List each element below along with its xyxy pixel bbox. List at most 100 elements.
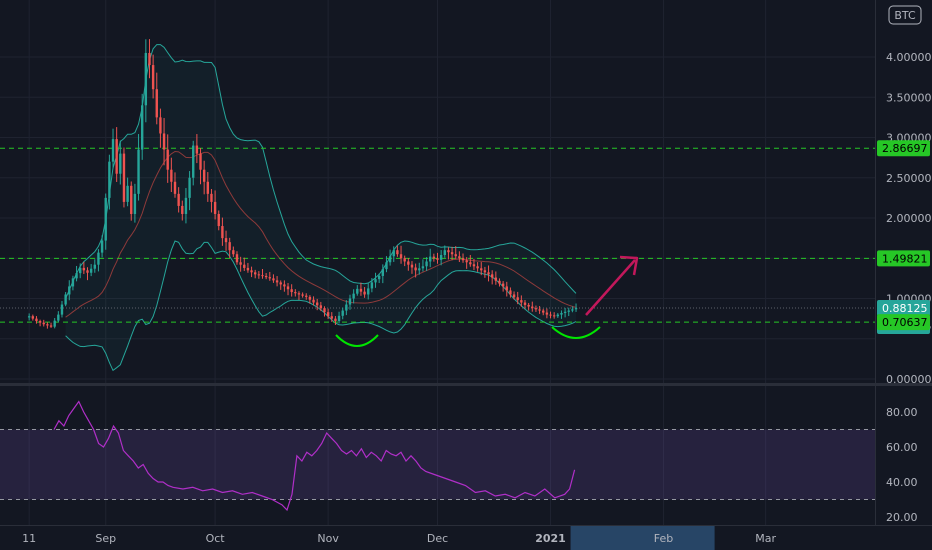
candle-body bbox=[472, 264, 476, 267]
candle-body bbox=[250, 270, 253, 273]
price-label-level: 1.49821 bbox=[877, 250, 930, 267]
candle bbox=[213, 190, 217, 220]
rsi-tick-label: 60.00 bbox=[886, 441, 918, 454]
candle bbox=[162, 118, 166, 166]
price-label-text: 0.70637 bbox=[882, 316, 928, 329]
currency-label: BTC bbox=[894, 9, 916, 22]
candle bbox=[469, 254, 472, 267]
candle-body bbox=[403, 258, 406, 262]
candle bbox=[516, 291, 519, 305]
candle bbox=[264, 273, 268, 280]
candle-body bbox=[487, 272, 490, 275]
bollinger-upper-band bbox=[65, 44, 577, 299]
candle bbox=[443, 245, 446, 258]
candle-body bbox=[159, 117, 162, 134]
candle-body bbox=[173, 181, 177, 194]
candle bbox=[498, 278, 501, 287]
candle-body bbox=[246, 267, 250, 271]
candle bbox=[542, 308, 545, 316]
candle bbox=[308, 295, 312, 304]
candle-body bbox=[243, 264, 246, 268]
candle bbox=[261, 268, 264, 279]
candle-body bbox=[421, 266, 425, 269]
candle-body bbox=[151, 65, 155, 90]
candle-body bbox=[461, 258, 465, 261]
candle bbox=[155, 72, 158, 125]
time-tick-label: Oct bbox=[206, 532, 226, 545]
candle-body bbox=[520, 300, 523, 303]
candle-body bbox=[64, 294, 67, 305]
candle-body bbox=[144, 52, 148, 106]
candle bbox=[206, 172, 210, 202]
annotations bbox=[335, 255, 639, 347]
candle-body bbox=[232, 250, 235, 255]
candle-body bbox=[439, 255, 443, 260]
candle bbox=[367, 283, 370, 300]
rsi-tick-label: 20.00 bbox=[886, 511, 918, 524]
candle-body bbox=[86, 270, 89, 273]
candle-body bbox=[166, 149, 169, 170]
candle-body bbox=[410, 264, 414, 268]
candle-body bbox=[286, 286, 290, 290]
candle-body bbox=[206, 181, 210, 194]
candle-body bbox=[57, 314, 60, 321]
candle-body bbox=[279, 282, 282, 285]
candle-body bbox=[294, 292, 297, 294]
candle bbox=[305, 293, 308, 300]
candle-body bbox=[140, 105, 144, 150]
candle-body bbox=[100, 240, 104, 253]
candle bbox=[392, 246, 395, 262]
time-tick-label: Feb bbox=[654, 532, 673, 545]
candle bbox=[494, 271, 498, 285]
candle-body bbox=[188, 177, 191, 198]
candle bbox=[257, 271, 261, 279]
candle bbox=[490, 270, 494, 285]
candle-body bbox=[130, 185, 133, 214]
currency-badge[interactable]: BTC bbox=[888, 5, 922, 25]
candle bbox=[89, 264, 93, 277]
candle bbox=[79, 263, 82, 279]
time-tick-label: Sep bbox=[95, 532, 116, 545]
candle-body bbox=[490, 274, 494, 278]
time-tick-label: Nov bbox=[317, 532, 339, 545]
candle-body bbox=[341, 310, 344, 316]
candle-body bbox=[509, 290, 512, 295]
candle bbox=[363, 287, 366, 298]
candle bbox=[505, 281, 508, 297]
candle bbox=[556, 313, 560, 318]
candle bbox=[414, 263, 417, 278]
candle-body bbox=[542, 310, 545, 313]
candle bbox=[151, 54, 155, 99]
candle-body bbox=[148, 52, 151, 66]
candle bbox=[119, 140, 122, 185]
candle-body bbox=[221, 226, 224, 239]
candle bbox=[49, 322, 53, 328]
bottom-curve-marker bbox=[551, 326, 601, 339]
candle bbox=[86, 267, 89, 281]
candle-body bbox=[155, 89, 158, 118]
candle-body bbox=[290, 289, 293, 293]
price-label-box bbox=[877, 140, 930, 157]
candle-body bbox=[268, 277, 271, 279]
candle-body bbox=[35, 318, 38, 322]
candle bbox=[429, 248, 432, 268]
candle-body bbox=[370, 282, 374, 289]
candle-body bbox=[563, 311, 567, 313]
candle-body bbox=[75, 273, 78, 279]
candle bbox=[115, 127, 118, 182]
candle-body bbox=[399, 254, 403, 259]
candle-body bbox=[115, 139, 118, 174]
candle-body bbox=[388, 256, 392, 263]
candle-body bbox=[567, 310, 570, 312]
candle-body bbox=[323, 308, 326, 313]
candle-body bbox=[228, 242, 231, 251]
candle-body bbox=[224, 238, 228, 243]
candle-body bbox=[425, 261, 428, 267]
candle bbox=[202, 160, 206, 195]
candle-body bbox=[571, 309, 574, 311]
candle bbox=[235, 251, 239, 265]
candle bbox=[122, 147, 126, 208]
